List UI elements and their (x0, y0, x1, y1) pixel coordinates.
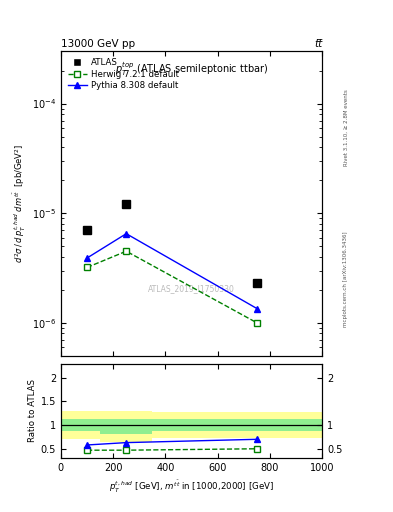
Text: Rivet 3.1.10, ≥ 2.8M events: Rivet 3.1.10, ≥ 2.8M events (343, 89, 348, 166)
Y-axis label: $d^2\sigma\,/\,d\,p_T^{t,had}\,d\,m^{t\bar{t}}$  [pb/GeV$^2$]: $d^2\sigma\,/\,d\,p_T^{t,had}\,d\,m^{t\b… (11, 144, 28, 263)
Text: $p_T^{top}$ (ATLAS semileptonic ttbar): $p_T^{top}$ (ATLAS semileptonic ttbar) (115, 60, 268, 78)
Y-axis label: Ratio to ATLAS: Ratio to ATLAS (28, 379, 37, 442)
Legend: ATLAS, Herwig 7.2.1 default, Pythia 8.308 default: ATLAS, Herwig 7.2.1 default, Pythia 8.30… (65, 55, 182, 93)
Text: ATLAS_2019_I1750330: ATLAS_2019_I1750330 (148, 284, 235, 293)
X-axis label: $p_T^{t,had}$ [GeV], $m^{t\bar{t}}$ in [1000,2000] [GeV]: $p_T^{t,had}$ [GeV], $m^{t\bar{t}}$ in [… (109, 479, 274, 495)
Text: tt̅: tt̅ (314, 38, 322, 49)
Text: 13000 GeV pp: 13000 GeV pp (61, 38, 135, 49)
Text: mcplots.cern.ch [arXiv:1306.3436]: mcplots.cern.ch [arXiv:1306.3436] (343, 232, 348, 328)
